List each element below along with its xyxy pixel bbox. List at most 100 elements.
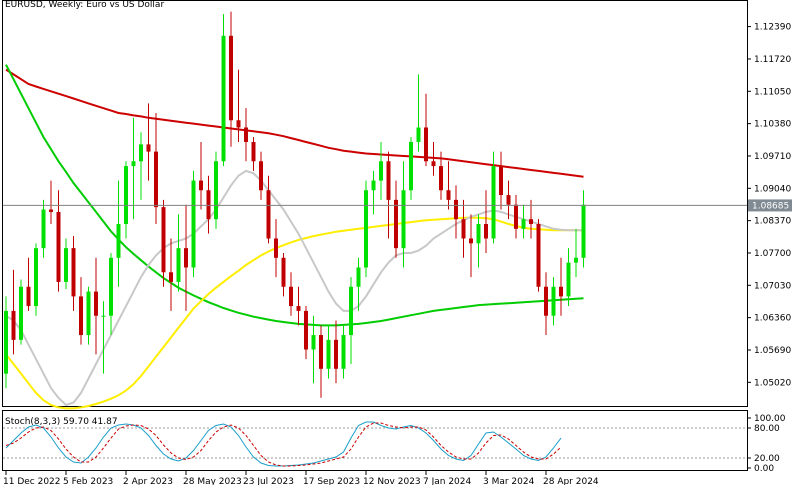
date-tick-label: 11 Dec 2022 — [3, 477, 61, 485]
stoch-signal-line — [5, 422, 562, 467]
candle-bull — [139, 144, 143, 162]
candle-bear — [244, 127, 248, 142]
current-price-layer: 1.08685 — [3, 199, 792, 212]
candle-bull — [574, 257, 578, 263]
chart-title: EURUSD, Weekly: Euro vs US Dollar — [5, 0, 164, 10]
date-tick-label: 7 Jan 2024 — [423, 477, 471, 485]
price-tick-label: 1.05690 — [754, 346, 791, 356]
candle-bull — [214, 161, 218, 220]
candle-bull — [566, 262, 571, 297]
main-pane-frame — [2, 0, 748, 407]
candle-bear — [514, 204, 518, 229]
candle-bear — [56, 211, 61, 282]
candle-bear — [259, 161, 263, 191]
candle-bull — [521, 219, 526, 229]
candle-bull — [409, 141, 413, 191]
moving-averages-layer — [5, 64, 584, 410]
price-tick-label: 1.07700 — [754, 249, 791, 259]
candle-bull — [191, 180, 196, 268]
candle-bull — [176, 248, 181, 282]
candles-layer — [4, 11, 586, 398]
stoch-tick-label: 100.00 — [754, 414, 786, 424]
date-tick-label: 2 Apr 2023 — [123, 477, 173, 485]
candle-bear — [431, 161, 436, 167]
date-tick-label: 28 May 2023 — [183, 477, 242, 485]
price-tick-label: 1.06360 — [754, 314, 791, 324]
candle-bear — [454, 199, 458, 220]
stoch-main-line — [5, 421, 562, 467]
price-tick-label: 1.12390 — [754, 23, 791, 33]
candle-bear — [229, 35, 233, 121]
price-axis-layer: 1.12390 1.11720 1.11050 1.10380 1.09710 1.090… — [747, 23, 791, 388]
candle-bull — [86, 291, 91, 336]
candle-bear — [296, 306, 301, 311]
candle-bull — [221, 35, 226, 162]
date-tick-label: 17 Sep 2023 — [303, 477, 360, 485]
candle-bear — [319, 335, 323, 369]
price-tick-label: 1.09040 — [754, 184, 791, 194]
candle-bear — [529, 219, 533, 225]
date-tick-label: 23 Jul 2023 — [243, 477, 294, 485]
price-tick-label: 1.11720 — [754, 55, 791, 65]
candle-bear — [26, 286, 31, 307]
ma-line-green — [5, 64, 584, 327]
candle-bear — [11, 310, 16, 340]
candle-bear — [281, 257, 286, 287]
stoch-pane-frame — [2, 410, 748, 471]
candle-bear — [334, 339, 338, 369]
candle-bull — [4, 310, 8, 374]
candle-bull — [401, 190, 406, 249]
date-axis-layer: 11 Dec 2022 5 Feb 2023 2 Apr 2023 28 May 20… — [3, 471, 599, 487]
candle-bear — [49, 209, 53, 212]
candle-bull — [34, 248, 38, 307]
current-price-label: 1.08685 — [752, 201, 789, 211]
date-tick-label: 3 Mar 2024 — [483, 477, 535, 485]
price-tick-label: 1.07030 — [754, 281, 791, 291]
candle-bear — [169, 272, 173, 282]
candle-bull — [64, 248, 68, 282]
date-tick-label: 12 Nov 2023 — [363, 477, 421, 485]
candle-bear — [146, 144, 151, 152]
date-tick-label: 28 Apr 2024 — [543, 477, 599, 485]
candle-bear — [506, 195, 511, 205]
date-tick-label: 5 Feb 2023 — [63, 477, 113, 485]
candle-bear — [79, 296, 83, 336]
candle-bull — [476, 224, 481, 244]
candle-bear — [446, 190, 451, 200]
candle-bear — [304, 310, 308, 350]
candle-bear — [266, 190, 271, 239]
candle-bull — [109, 257, 113, 316]
price-tick-label: 1.09710 — [754, 152, 791, 162]
candle-bull — [311, 335, 316, 350]
current-price-badge — [748, 199, 792, 212]
candle-bear — [154, 151, 158, 208]
candle-bear — [199, 180, 203, 191]
candle-bull — [416, 127, 421, 142]
candle-bear — [184, 248, 188, 268]
candle-bull — [124, 166, 128, 225]
candle-bear — [94, 291, 98, 316]
candle-bull — [581, 204, 586, 258]
ma-line-red — [5, 68, 584, 178]
ma-line-yellow — [5, 216, 584, 410]
candle-bear — [499, 166, 503, 196]
candle-bear — [484, 224, 488, 239]
candle-bull — [326, 339, 331, 369]
price-tick-label: 1.10380 — [754, 120, 791, 130]
candle-bear — [161, 207, 166, 273]
stoch-tick-label: 80.00 — [754, 424, 780, 434]
candle-bear — [394, 199, 398, 249]
candle-bear — [289, 286, 293, 307]
stoch-title: Stoch(8,3,3) 59.70 41.87 — [5, 417, 118, 427]
candle-bear — [559, 286, 563, 297]
price-tick-label: 1.08370 — [754, 217, 791, 227]
price-tick-label: 1.11050 — [754, 87, 791, 97]
candle-bear — [71, 248, 76, 297]
candle-bull — [551, 286, 556, 316]
candle-bear — [461, 219, 466, 239]
candle-bull — [341, 335, 346, 369]
ma-line-gray — [5, 169, 584, 407]
